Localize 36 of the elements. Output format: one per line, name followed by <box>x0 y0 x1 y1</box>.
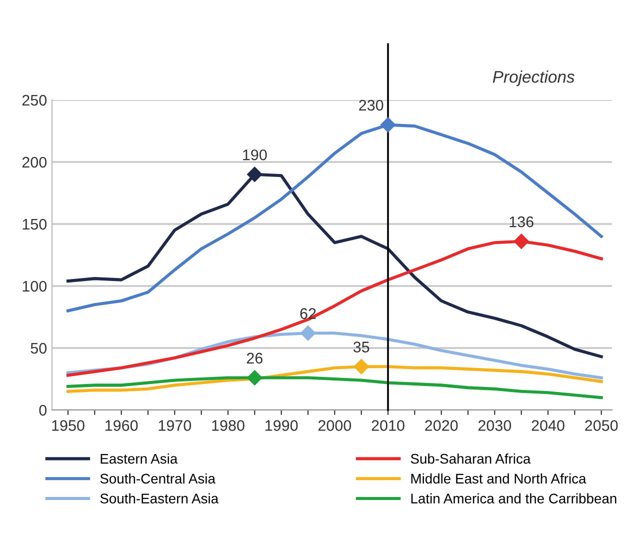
point <box>514 234 529 249</box>
x-tick-label: 2000 <box>318 420 352 431</box>
y-tick-label: 150 <box>22 218 47 230</box>
y-tick-label: 0 <box>39 404 47 416</box>
point <box>300 326 316 341</box>
x-tick-label: 2050 <box>585 420 618 431</box>
point <box>247 166 262 182</box>
text: Projections <box>492 70 574 86</box>
legend-label: Eastern Asia <box>100 454 178 464</box>
legend-label: Latin America and the Carribbean <box>411 493 616 504</box>
x-tick-label: 1960 <box>106 420 138 431</box>
annotation: 230 <box>359 100 384 111</box>
y-tick-label: 200 <box>22 156 47 168</box>
x-tick-label: 2010 <box>372 420 404 431</box>
x-tick-label: 1980 <box>212 420 244 431</box>
x-tick-label: 1990 <box>266 420 298 431</box>
point <box>247 370 262 386</box>
legend-label: South-Eastern Asia <box>100 493 219 504</box>
annotation: 190 <box>243 149 267 160</box>
y-tick-label: 100 <box>22 280 47 292</box>
point <box>380 117 396 132</box>
y-tick-label: 250 <box>22 94 47 106</box>
annotation: 136 <box>510 216 534 228</box>
annotation: 62 <box>300 308 316 319</box>
annotation: 35 <box>353 342 370 352</box>
point <box>354 359 369 374</box>
x-tick-label: 1970 <box>158 420 192 431</box>
x-tick-label: 1950 <box>52 420 84 431</box>
legend-label: South-Central Asia <box>100 473 216 484</box>
annotation: 26 <box>246 352 262 364</box>
x-tick-label: 2020 <box>425 420 458 431</box>
legend-label: Middle East and North Africa <box>411 473 586 484</box>
legend-label: Sub-Saharan Africa <box>410 454 531 464</box>
y-tick-label: 50 <box>30 342 47 354</box>
x-tick-label: 2040 <box>532 420 564 431</box>
x-tick-label: 2030 <box>478 420 512 431</box>
